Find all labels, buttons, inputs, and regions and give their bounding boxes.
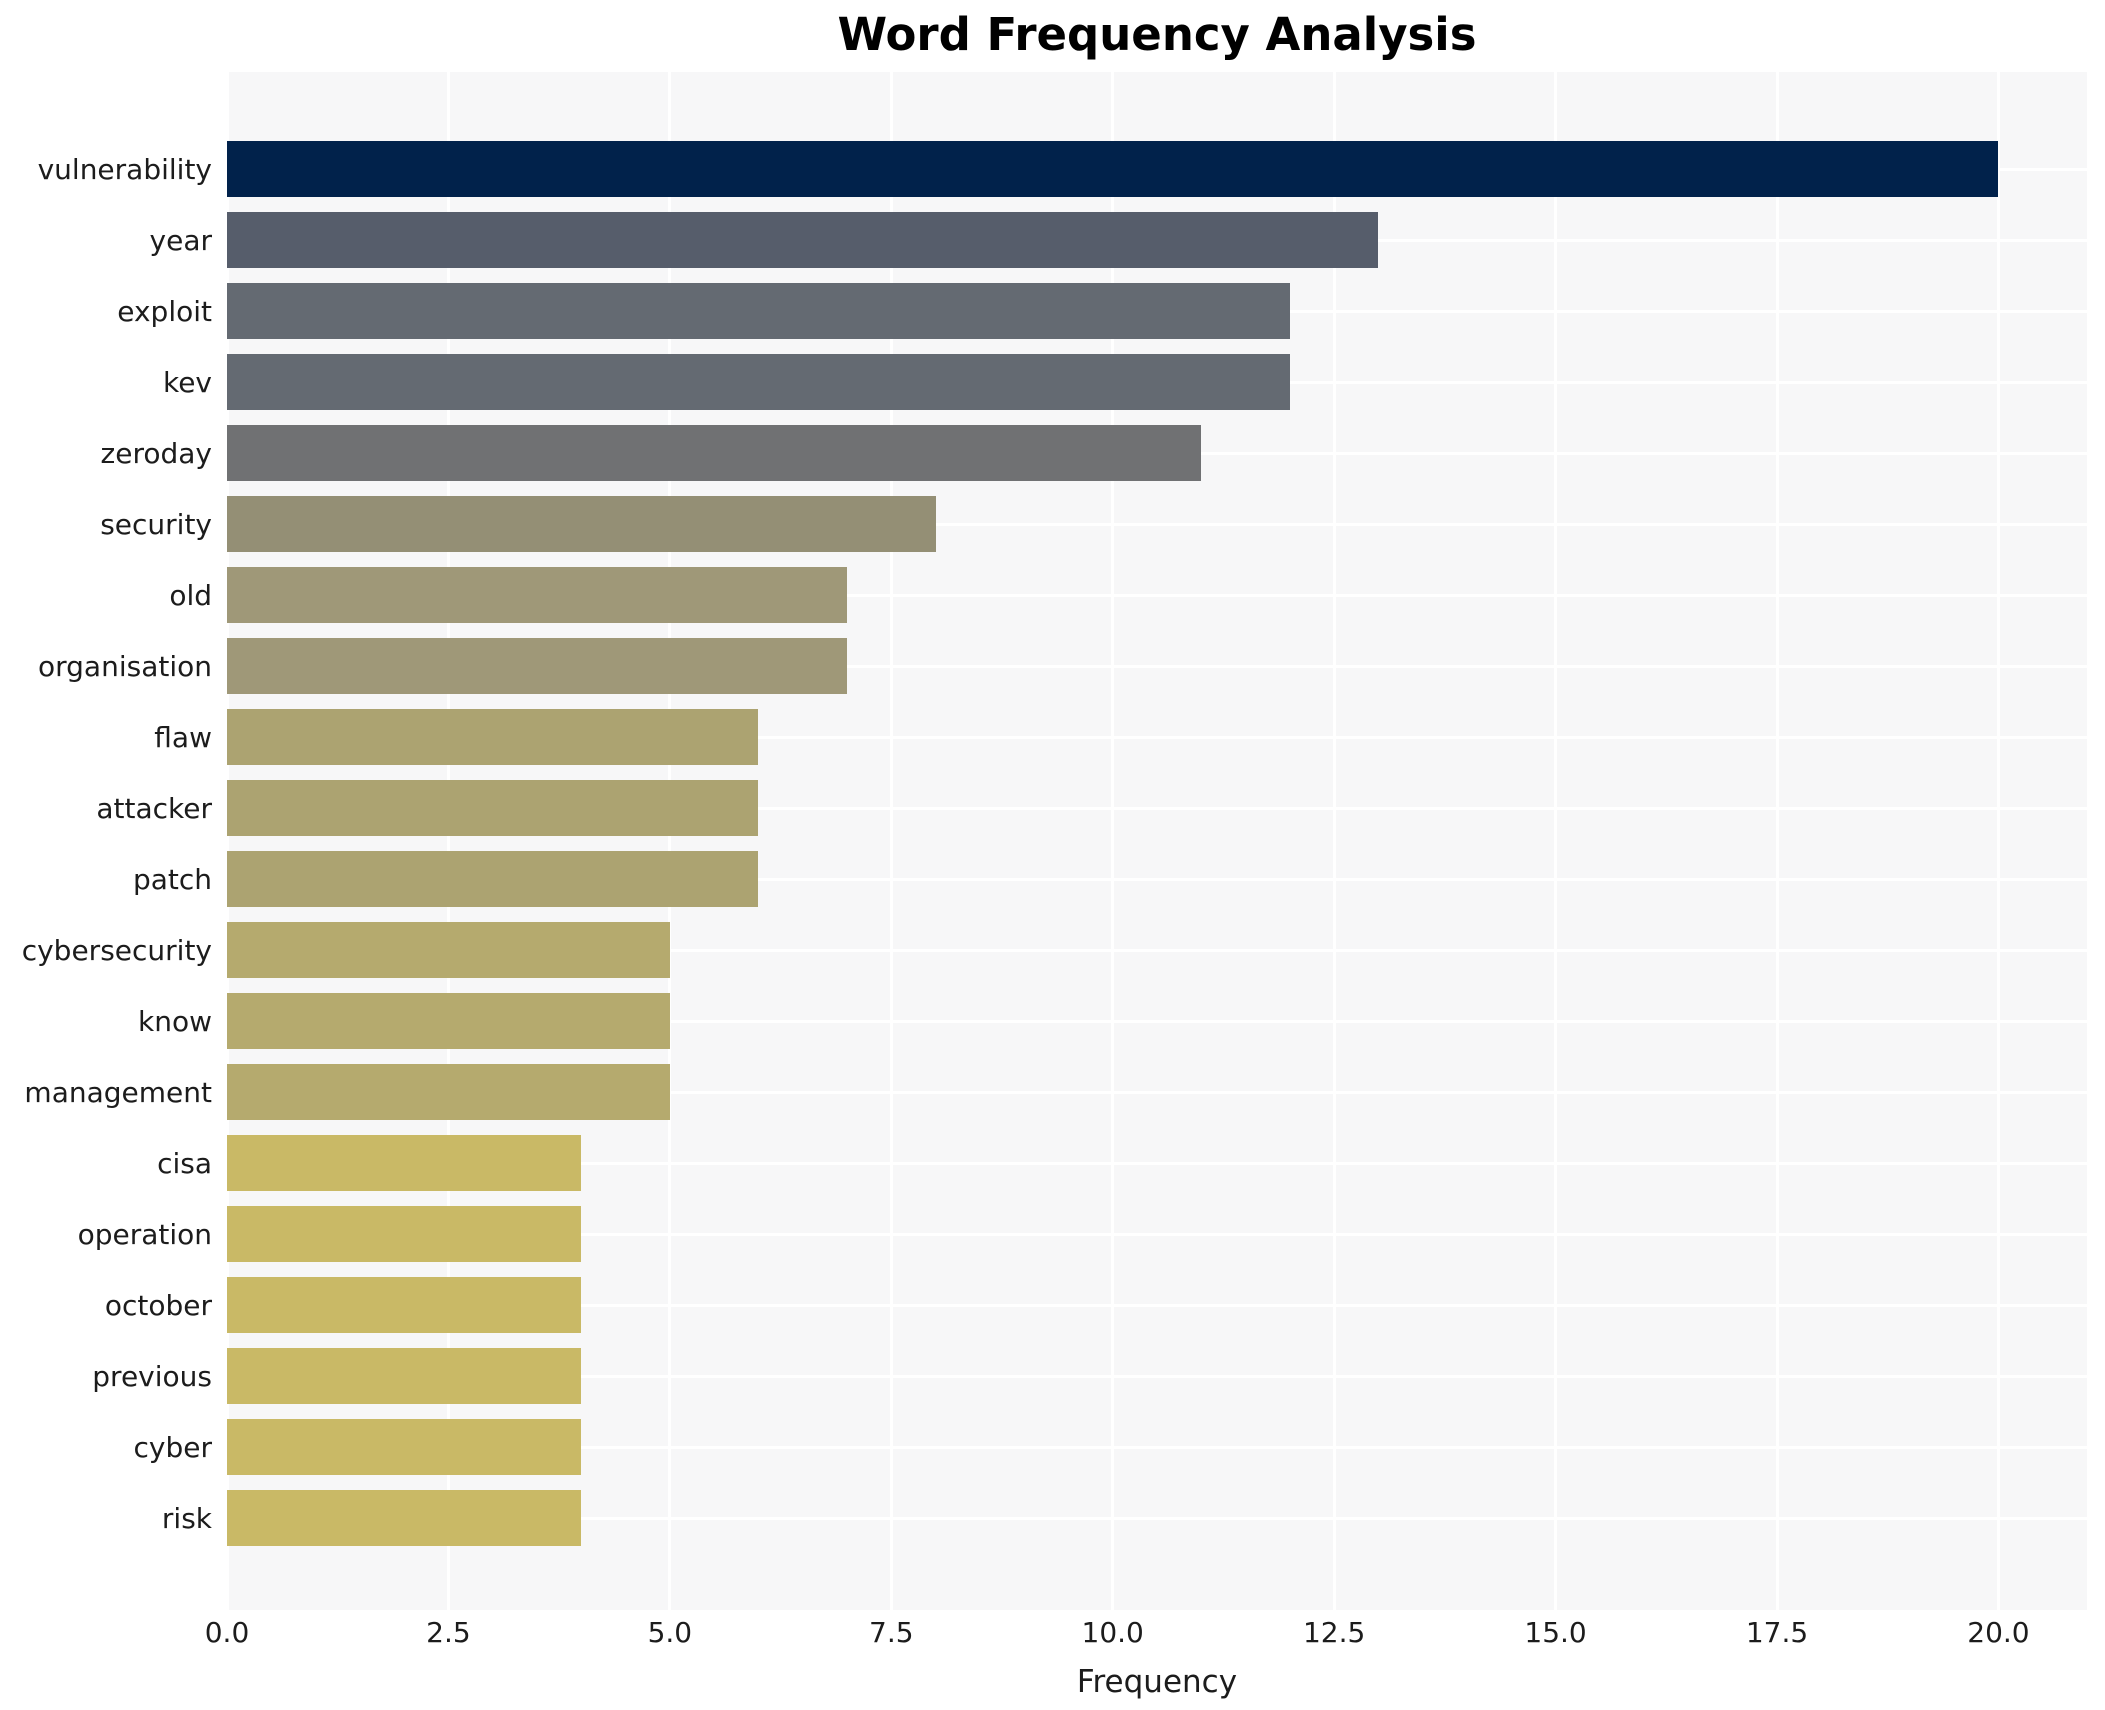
vertical-gridline [225,72,229,1610]
horizontal-gridline [227,1375,2087,1378]
bar-row: old [169,560,2087,631]
frequency-bar [227,141,1999,197]
bar-row: attacker [96,773,2087,844]
horizontal-gridline [227,1304,2087,1307]
y-tick-label: organisation [38,650,212,683]
bar-rows: vulnerability year exploit kev zeroday securi… [22,134,2087,1554]
y-tick-label: exploit [117,295,212,328]
frequency-bar [227,1419,582,1475]
bar-row: know [138,986,2087,1057]
bar-row: organisation [38,631,2087,702]
y-tick-label: cisa [157,1147,212,1180]
chart-title: Word Frequency Analysis [837,8,1477,61]
bar-row: year [150,205,2087,276]
y-tick-label: know [138,1005,212,1038]
y-tick-label: vulnerability [37,153,212,186]
frequency-bar [227,1135,582,1191]
vertical-gridline [1332,72,1336,1610]
horizontal-gridline [227,523,2087,526]
frequency-bar [227,425,1202,481]
bar-row: exploit [117,276,2087,347]
frequency-bar [227,851,759,907]
vertical-gridline [1111,72,1115,1610]
y-tick-label: security [100,508,212,541]
y-tick-label: operation [77,1218,212,1251]
bar-row: operation [78,1199,2087,1270]
y-tick-label: management [24,1076,212,1109]
vertical-gridline [668,72,672,1610]
y-tick-label: patch [132,863,212,896]
y-tick-label: flaw [154,721,212,754]
x-tick-label: 7.5 [869,1616,914,1649]
frequency-bar [227,638,847,694]
plot-area: vulnerability year exploit kev zeroday securi… [22,72,2087,1610]
horizontal-gridline [227,594,2087,597]
bar-row: cisa [157,1128,2087,1199]
horizontal-gridline [227,807,2087,810]
y-tick-label: cybersecurity [21,934,212,967]
bar-row: cyber [134,1412,2087,1483]
x-tick-label: 20.0 [1967,1616,2030,1649]
bar-row: security [100,489,2087,560]
horizontal-gridline [227,1446,2087,1449]
horizontal-gridline [227,665,2087,668]
frequency-bar [227,709,759,765]
x-tick-label: 5.0 [647,1616,693,1649]
frequency-bar [227,1064,670,1120]
y-tick-label: cyber [133,1431,212,1464]
y-tick-label: zeroday [100,437,212,470]
y-tick-label: old [169,579,212,612]
bar-row: vulnerability [38,134,2087,205]
frequency-bar [227,1277,582,1333]
x-tick-label: 17.5 [1745,1616,1809,1649]
frequency-bar [227,922,670,978]
frequency-bar [227,496,936,552]
bar-row: risk [162,1483,2087,1554]
frequency-bar [227,1348,582,1404]
y-tick-label: kev [162,366,212,399]
bar-row: zeroday [101,418,2087,489]
vertical-gridline [1996,72,2000,1610]
bar-row: previous [92,1341,2087,1412]
bar-row: kev [163,347,2087,418]
horizontal-gridline [227,1091,2087,1094]
frequency-bar [227,780,759,836]
x-axis-tick-labels: 0.0 2.5 5.0 7.5 10.0 12.5 15.0 17.5 20.0 [205,1616,2087,1656]
horizontal-gridline [227,878,2087,881]
x-tick-label: 2.5 [426,1616,471,1649]
frequency-bar [227,567,847,623]
vertical-gridline [889,72,893,1610]
vertical-gridline [1775,72,1779,1610]
bar-row: october [105,1270,2087,1341]
x-tick-label: 10.0 [1081,1616,1144,1649]
bar-row: management [24,1057,2087,1128]
frequency-bar [227,1206,582,1262]
y-tick-label: october [104,1289,212,1322]
vertical-gridline [1554,72,1558,1610]
y-tick-label: year [149,224,212,257]
x-tick-label: 15.0 [1524,1616,1587,1649]
vertical-gridline [446,72,450,1610]
y-tick-label: attacker [96,792,212,825]
frequency-bar [227,1490,582,1546]
horizontal-gridline [227,1233,2087,1236]
horizontal-gridline [227,1162,2087,1165]
bar-row: flaw [154,702,2087,773]
bar-row: patch [133,844,2087,915]
bar-row: cybersecurity [22,915,2087,986]
frequency-bar [227,212,1379,268]
horizontal-gridline [227,1517,2087,1520]
horizontal-gridline [227,736,2087,739]
horizontal-gridline [227,949,2087,952]
x-tick-label: 12.5 [1302,1616,1366,1649]
frequency-bar [227,993,670,1049]
horizontal-gridline [227,1020,2087,1023]
x-tick-label: 0.0 [204,1616,250,1649]
frequency-bar [227,354,1290,410]
y-tick-label: risk [161,1502,212,1535]
x-axis-label: Frequency [1076,1664,1238,1700]
frequency-bar [227,283,1290,339]
y-tick-label: previous [92,1360,212,1393]
